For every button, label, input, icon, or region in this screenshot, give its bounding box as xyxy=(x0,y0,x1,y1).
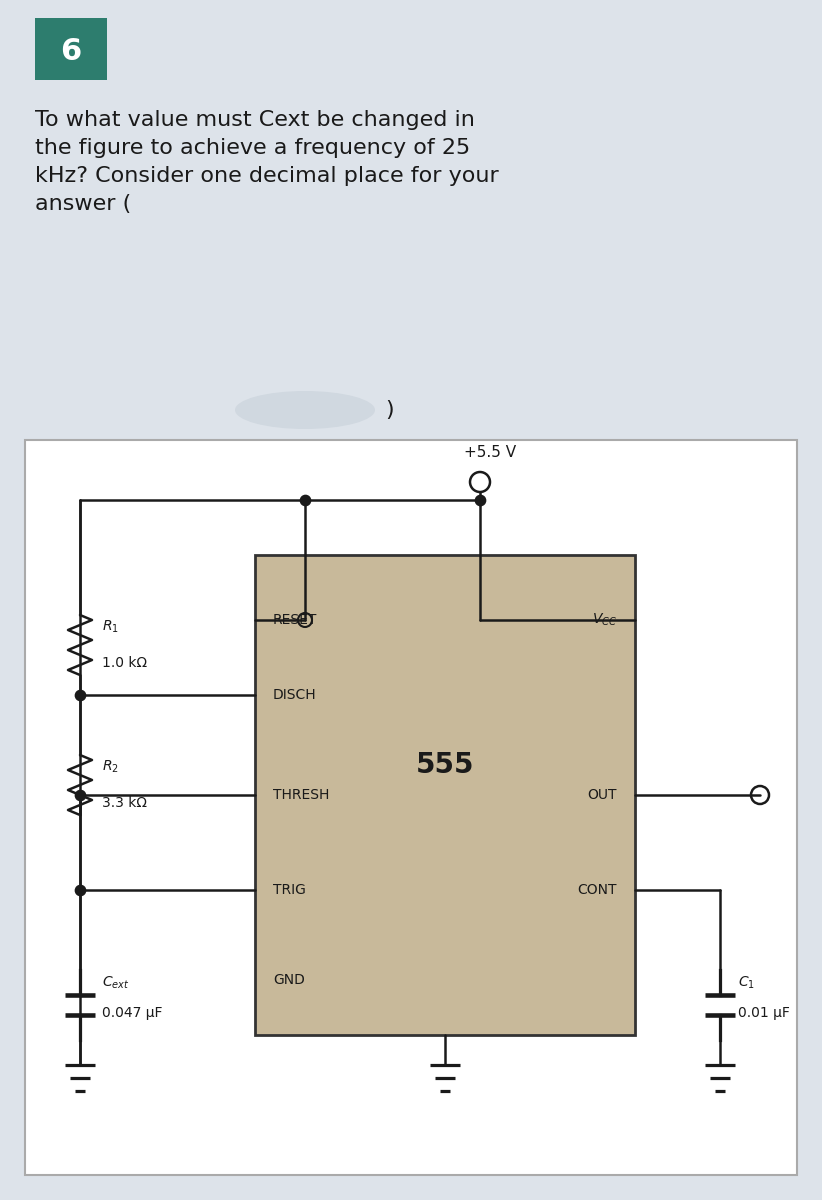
FancyBboxPatch shape xyxy=(255,554,635,1034)
Text: $R_1$: $R_1$ xyxy=(102,619,119,635)
Text: +5.5 V: +5.5 V xyxy=(464,445,516,460)
Point xyxy=(73,685,86,704)
Text: 0.047 μF: 0.047 μF xyxy=(102,1006,163,1020)
Text: $C_{ext}$: $C_{ext}$ xyxy=(102,974,130,991)
Text: CONT: CONT xyxy=(578,883,617,898)
Text: 0.01 μF: 0.01 μF xyxy=(738,1006,790,1020)
Point xyxy=(73,881,86,900)
Text: $V_{CC}$: $V_{CC}$ xyxy=(592,612,617,629)
Text: RESET: RESET xyxy=(273,613,317,626)
Text: THRESH: THRESH xyxy=(273,788,330,802)
Point xyxy=(73,785,86,804)
Text: $R_2$: $R_2$ xyxy=(102,758,119,775)
Point xyxy=(298,491,312,510)
FancyBboxPatch shape xyxy=(25,440,797,1175)
Text: ): ) xyxy=(385,400,394,420)
Text: 555: 555 xyxy=(416,751,474,779)
FancyBboxPatch shape xyxy=(35,18,107,80)
Text: GND: GND xyxy=(273,973,305,988)
Text: 6: 6 xyxy=(60,37,81,66)
Text: 3.3 kΩ: 3.3 kΩ xyxy=(102,796,147,810)
Text: 1.0 kΩ: 1.0 kΩ xyxy=(102,656,147,670)
Text: $C_1$: $C_1$ xyxy=(738,974,755,991)
Text: OUT: OUT xyxy=(588,788,617,802)
Text: To what value must Cext be changed in
the figure to achieve a frequency of 25
kH: To what value must Cext be changed in th… xyxy=(35,110,499,214)
Text: DISCH: DISCH xyxy=(273,688,316,702)
Ellipse shape xyxy=(235,391,375,428)
Text: TRIG: TRIG xyxy=(273,883,306,898)
Point xyxy=(473,491,487,510)
